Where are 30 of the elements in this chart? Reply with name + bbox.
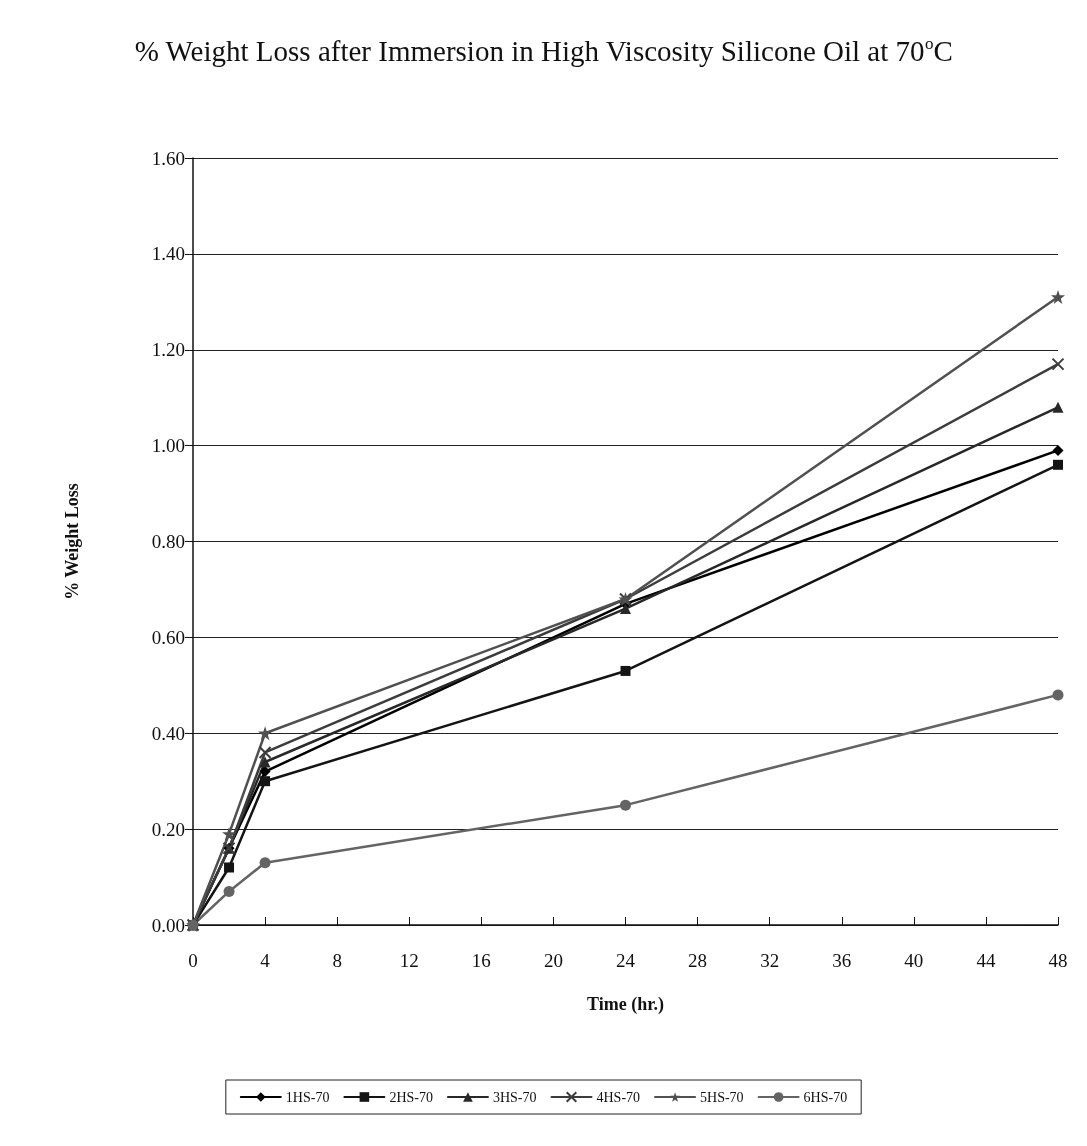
y-tick-label: 0.80 bbox=[151, 531, 185, 552]
y-tick-label: 0.60 bbox=[151, 626, 185, 648]
x-tick-label: 12 bbox=[399, 950, 419, 971]
legend-label: 3HS-70 bbox=[492, 1089, 537, 1105]
y-tick-label: 0.40 bbox=[151, 722, 185, 744]
x-tick-label: 48 bbox=[1048, 950, 1068, 971]
y-tick-label: 1.40 bbox=[151, 243, 185, 265]
y-axis-title: % Weight Loss bbox=[62, 483, 82, 600]
y-tick-label: 1.00 bbox=[151, 435, 185, 457]
legend-label: 6HS-70 bbox=[803, 1089, 848, 1105]
legend-label: 5HS-70 bbox=[700, 1089, 744, 1105]
x-tick-label: 40 bbox=[904, 950, 924, 971]
x-tick-label: 20 bbox=[543, 950, 563, 971]
x-tick-label: 44 bbox=[976, 950, 996, 971]
x-tick-label: 28 bbox=[688, 950, 708, 971]
x-axis-title: Time (hr.) bbox=[586, 994, 665, 1015]
x-tick-label: 32 bbox=[760, 950, 780, 971]
y-tick-label: 1.20 bbox=[151, 339, 185, 361]
x-tick-label: 36 bbox=[832, 950, 852, 971]
x-tick-label: 16 bbox=[471, 950, 491, 971]
y-tick-label: 0.20 bbox=[151, 818, 185, 840]
x-tick-label: 4 bbox=[260, 950, 271, 971]
legend-label: 1HS-70 bbox=[285, 1089, 330, 1105]
y-tick-label: 1.60 bbox=[151, 147, 185, 169]
x-tick-label: 0 bbox=[188, 950, 198, 971]
legend-label: 4HS-70 bbox=[596, 1089, 641, 1105]
y-tick-label: 0.00 bbox=[151, 914, 185, 936]
legend-label: 2HS-70 bbox=[389, 1089, 433, 1105]
x-tick-label: 24 bbox=[616, 950, 636, 971]
x-tick-label: 8 bbox=[332, 950, 342, 971]
